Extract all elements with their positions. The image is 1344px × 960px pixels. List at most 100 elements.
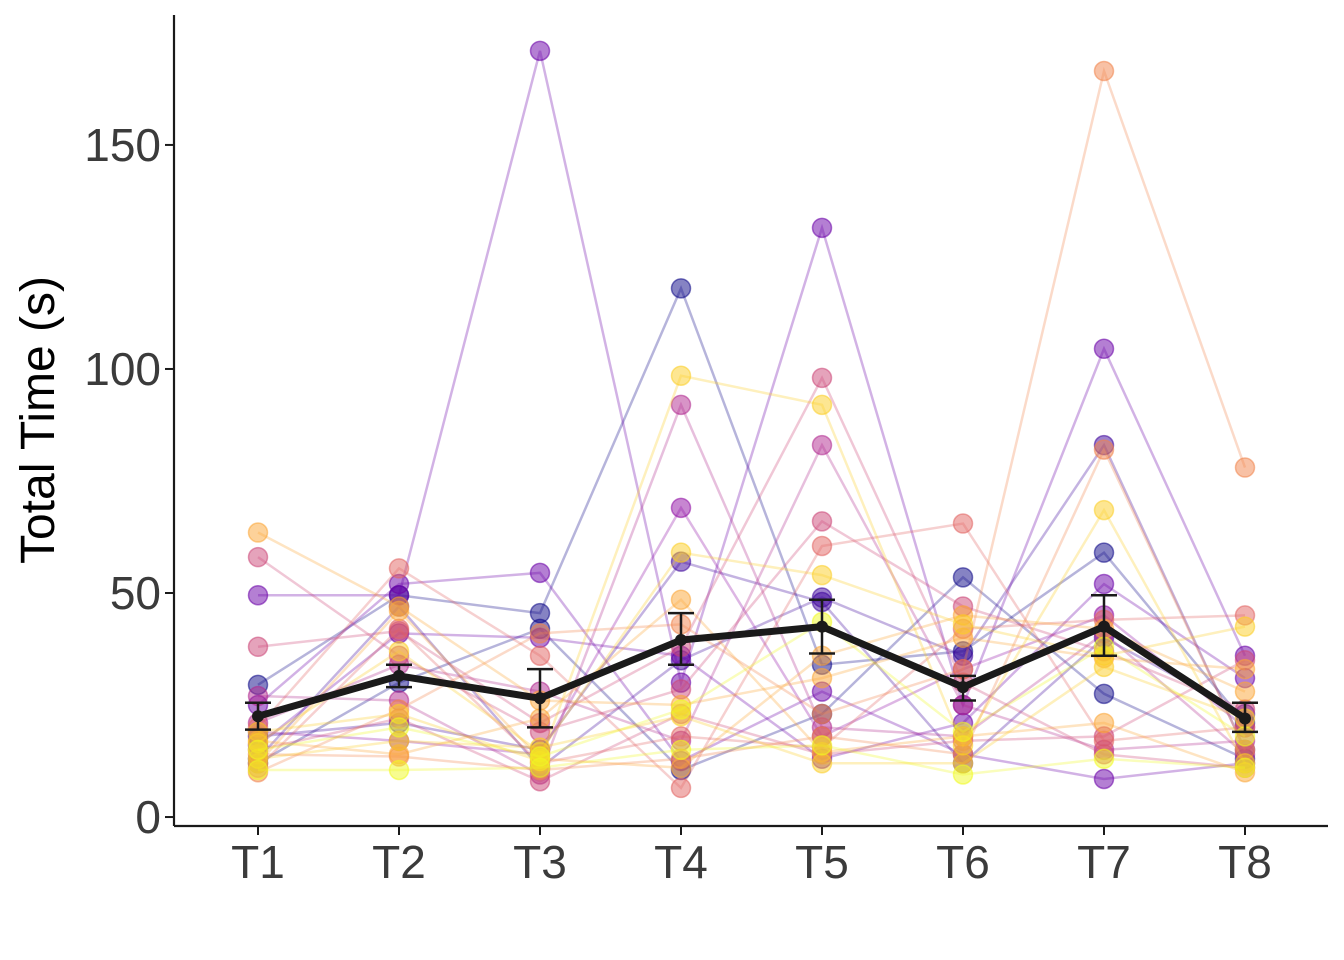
subject-line <box>258 50 1247 709</box>
subject-line <box>257 284 1246 724</box>
x-tick-label: T3 <box>513 836 567 888</box>
subject-point <box>811 735 833 756</box>
subject-point <box>388 641 410 662</box>
subject-point <box>529 40 551 62</box>
x-tick-label: T1 <box>231 836 285 888</box>
subject-line <box>257 575 1246 772</box>
subject-point <box>1093 768 1115 790</box>
subject-point <box>952 764 974 785</box>
subject-line <box>257 66 1247 774</box>
mean-point <box>1098 620 1110 633</box>
y-tick-label: 50 <box>110 567 161 619</box>
mean-point <box>816 620 828 633</box>
x-tick-label: T8 <box>1218 836 1272 888</box>
subject-point <box>811 434 833 456</box>
subject-line <box>257 609 1246 770</box>
subject-point <box>670 757 692 779</box>
subject-point <box>670 394 692 416</box>
x-tick-label: T5 <box>795 836 849 888</box>
subject-point <box>1234 616 1256 637</box>
mean-line <box>254 623 1249 722</box>
subject-point <box>247 636 269 658</box>
y-tick-label: 100 <box>84 343 161 395</box>
subject-point <box>670 365 692 386</box>
subject-point <box>388 759 410 781</box>
mean-point <box>393 669 405 682</box>
subject-point <box>529 746 551 767</box>
subject-point <box>1093 338 1115 360</box>
x-axis-ticks: T1 T2 T3 T4 T5 T6 T7 T8 <box>231 826 1272 888</box>
subject-point <box>247 584 269 606</box>
subject-line <box>257 522 1246 790</box>
subject-point <box>1093 60 1115 82</box>
x-tick-label: T4 <box>654 836 708 888</box>
subject-point <box>811 394 833 416</box>
subject-point <box>1234 681 1256 702</box>
subject-point <box>811 753 833 774</box>
subject-point <box>670 589 692 610</box>
subject-point <box>529 562 551 584</box>
x-tick-label: T7 <box>1077 836 1131 888</box>
subject-point <box>811 667 833 689</box>
axes <box>172 15 1328 828</box>
y-tick-label: 150 <box>84 119 161 171</box>
subject-point <box>1093 573 1115 595</box>
subject-point <box>811 217 833 239</box>
mean-series-layer <box>245 593 1258 734</box>
subject-line <box>257 598 1246 774</box>
subject-point <box>529 645 551 666</box>
subject-point <box>670 739 692 761</box>
subject-point <box>952 513 974 534</box>
subject-point <box>811 703 833 725</box>
subject-line <box>257 374 1247 764</box>
subject-series-24 <box>247 735 1256 785</box>
subject-line <box>257 659 1246 783</box>
subject-point <box>247 759 269 781</box>
subject-point <box>670 699 692 720</box>
subject-point <box>388 717 410 738</box>
mean-point <box>1239 712 1251 725</box>
subject-point <box>1234 457 1256 478</box>
y-tick-label: 0 <box>135 791 161 843</box>
subject-line <box>257 571 1246 781</box>
subject-point <box>952 614 974 635</box>
subject-point <box>811 511 833 532</box>
subject-line <box>257 620 1246 758</box>
mean-point <box>534 692 546 705</box>
y-axis-ticks: 0 50 100 150 <box>84 119 174 843</box>
subject-line <box>257 582 1246 761</box>
subject-line <box>257 519 1246 734</box>
subject-point <box>1234 757 1256 779</box>
subject-point <box>1093 542 1115 563</box>
subject-point <box>1093 439 1115 460</box>
subject-point <box>1093 656 1115 678</box>
subject-point <box>247 739 269 761</box>
subject-point <box>388 600 410 622</box>
subject-line <box>257 442 1246 752</box>
subject-point <box>529 623 551 644</box>
subject-line <box>257 375 1246 769</box>
subject-point <box>1093 499 1115 521</box>
subject-line <box>257 505 1246 756</box>
subject-line <box>257 442 1247 770</box>
mean-point <box>675 634 687 647</box>
subject-point <box>670 278 692 299</box>
subject-point <box>670 497 692 519</box>
subject-line <box>257 560 1246 766</box>
subject-point <box>952 721 974 743</box>
subject-point <box>811 535 833 557</box>
subject-point <box>811 367 833 389</box>
subject-line <box>257 401 1246 777</box>
subject-point <box>388 618 410 640</box>
subject-point <box>1093 730 1115 752</box>
mean-point <box>252 710 264 723</box>
subject-line <box>257 446 1247 772</box>
mean-point <box>957 681 969 694</box>
subject-point <box>811 564 833 586</box>
subject-point <box>1093 683 1115 705</box>
subject-line <box>258 744 1246 776</box>
x-tick-label: T2 <box>372 836 426 888</box>
x-tick-label: T6 <box>936 836 990 888</box>
subject-point <box>952 567 974 588</box>
